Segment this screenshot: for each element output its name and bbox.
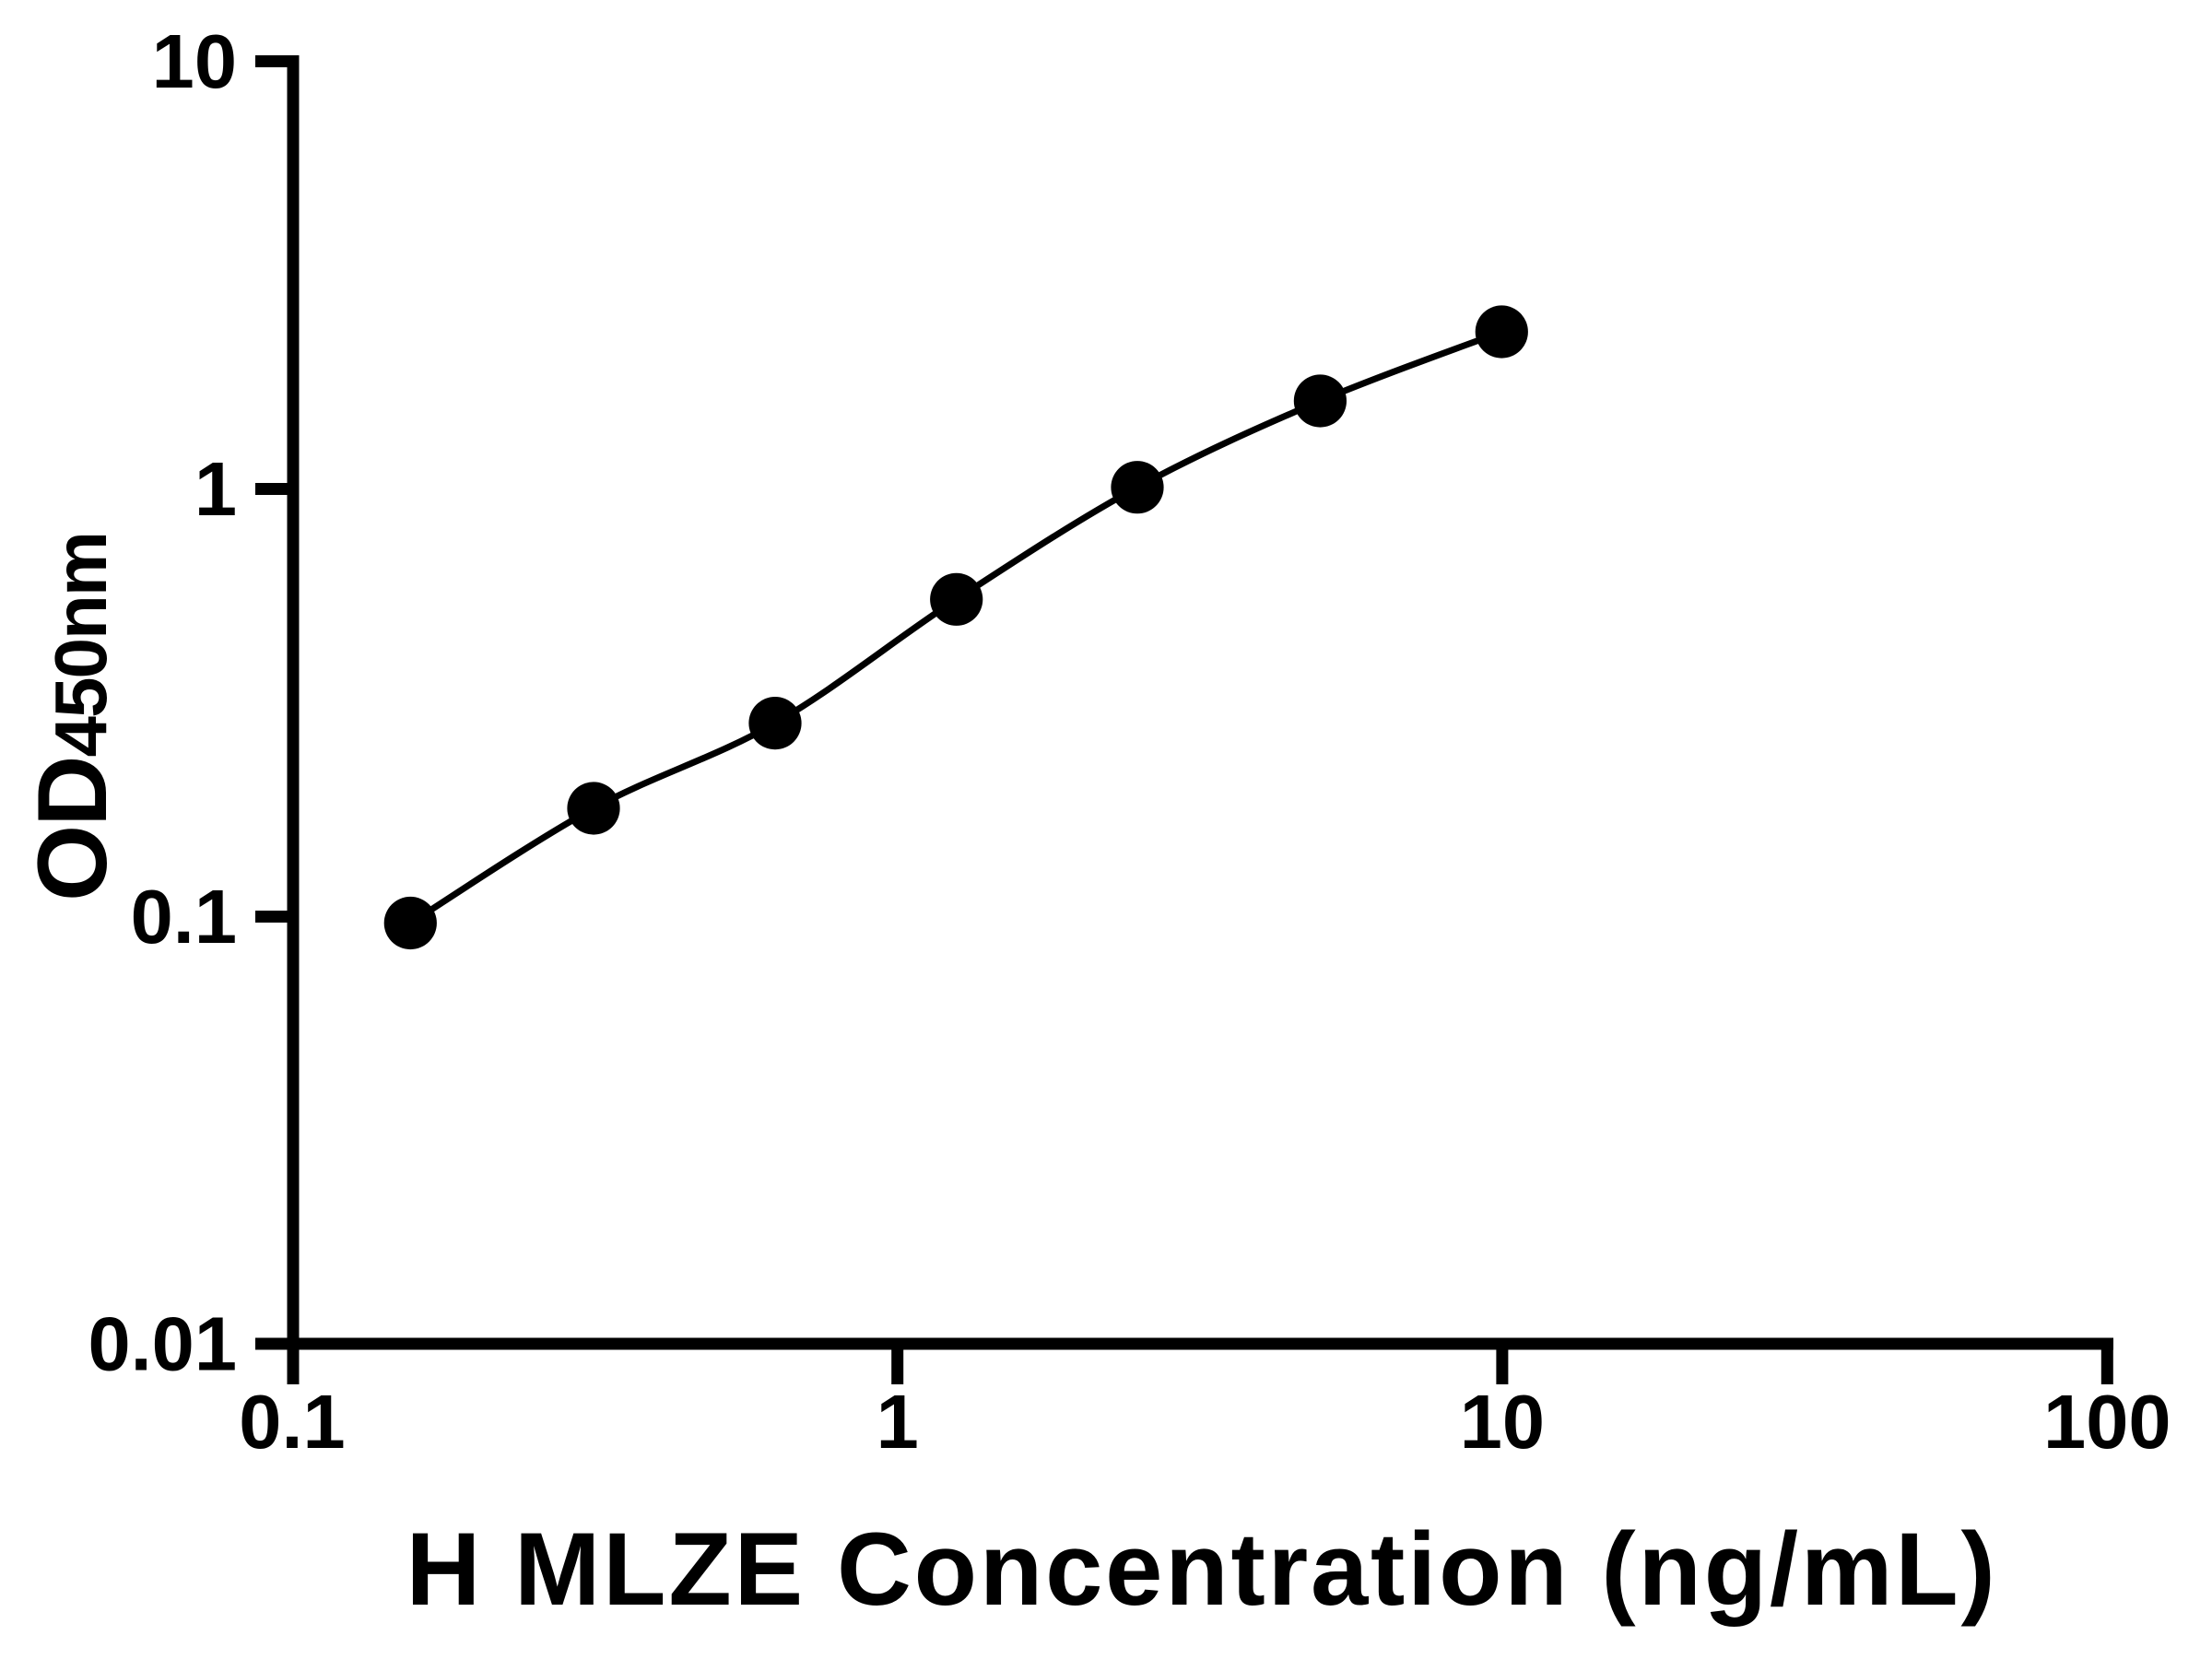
svg-text:10: 10	[152, 18, 237, 104]
svg-text:1: 1	[877, 1379, 919, 1465]
svg-text:0.01: 0.01	[88, 1301, 237, 1387]
svg-text:0.1: 0.1	[239, 1379, 345, 1465]
svg-text:10: 10	[1460, 1379, 1545, 1465]
svg-text:H MLZE Concentration (ng/mL): H MLZE Concentration (ng/mL)	[406, 1512, 1997, 1627]
svg-text:1: 1	[194, 446, 237, 532]
svg-text:0.1: 0.1	[131, 874, 237, 959]
svg-text:100: 100	[2043, 1379, 2171, 1465]
